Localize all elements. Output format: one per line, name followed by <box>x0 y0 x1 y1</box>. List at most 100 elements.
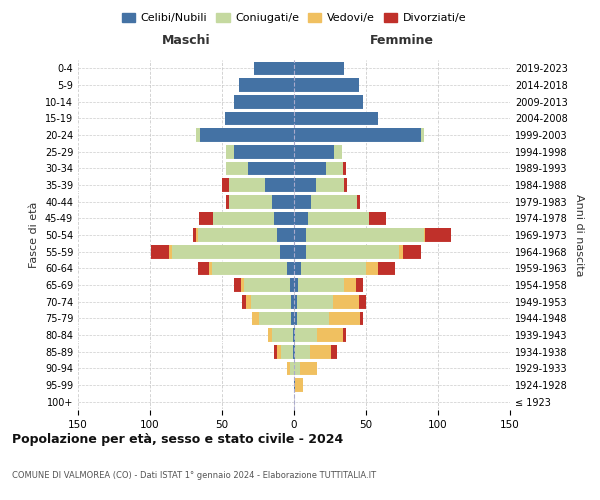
Bar <box>294 312 297 325</box>
Bar <box>272 195 294 208</box>
Text: COMUNE DI VALMOREA (CO) - Dati ISTAT 1° gennaio 2024 - Elaborazione TUTTITALIA.I: COMUNE DI VALMOREA (CO) - Dati ISTAT 1° … <box>12 470 376 480</box>
Bar <box>291 312 294 325</box>
Bar <box>316 178 344 192</box>
Bar <box>294 78 359 92</box>
Bar <box>251 295 291 308</box>
Bar <box>252 312 259 325</box>
Bar <box>317 328 343 342</box>
Bar <box>343 328 346 342</box>
Bar <box>294 145 334 158</box>
Bar <box>172 245 280 258</box>
Bar <box>294 112 377 125</box>
Bar <box>344 278 356 292</box>
Bar <box>399 245 403 258</box>
Bar <box>298 278 344 292</box>
Bar <box>369 212 386 225</box>
Bar <box>366 262 377 275</box>
Bar <box>377 262 395 275</box>
Bar <box>244 278 290 292</box>
Bar <box>294 345 295 358</box>
Y-axis label: Anni di nascita: Anni di nascita <box>574 194 584 276</box>
Bar <box>229 178 265 192</box>
Y-axis label: Fasce di età: Fasce di età <box>29 202 39 268</box>
Bar <box>242 295 247 308</box>
Bar <box>294 212 308 225</box>
Bar <box>277 228 294 242</box>
Bar <box>247 295 251 308</box>
Bar <box>226 145 233 158</box>
Bar <box>333 295 359 308</box>
Bar <box>331 345 337 358</box>
Bar <box>343 162 346 175</box>
Bar <box>151 245 169 258</box>
Bar <box>293 345 294 358</box>
Bar <box>226 195 229 208</box>
Bar <box>294 245 305 258</box>
Bar <box>272 328 293 342</box>
Bar <box>193 228 196 242</box>
Bar <box>197 262 209 275</box>
Bar <box>290 278 294 292</box>
Bar <box>290 362 294 375</box>
Bar <box>294 162 326 175</box>
Bar <box>268 328 272 342</box>
Bar <box>248 162 294 175</box>
Bar <box>274 345 277 358</box>
Bar <box>295 378 302 392</box>
Bar <box>301 262 366 275</box>
Bar <box>360 312 363 325</box>
Bar <box>294 328 295 342</box>
Bar <box>287 362 290 375</box>
Legend: Celibi/Nubili, Coniugati/e, Vedovi/e, Divorziati/e: Celibi/Nubili, Coniugati/e, Vedovi/e, Di… <box>118 8 470 28</box>
Bar <box>421 128 424 142</box>
Bar <box>199 212 214 225</box>
Bar <box>424 228 425 242</box>
Bar <box>277 345 281 358</box>
Bar <box>280 245 294 258</box>
Bar <box>311 195 358 208</box>
Bar <box>295 345 310 358</box>
Bar <box>356 278 363 292</box>
Bar <box>229 195 272 208</box>
Bar <box>344 178 347 192</box>
Bar <box>196 128 200 142</box>
Bar <box>358 195 360 208</box>
Bar <box>196 228 197 242</box>
Bar <box>310 345 331 358</box>
Bar <box>294 178 316 192</box>
Bar <box>281 345 293 358</box>
Bar <box>233 95 294 108</box>
Bar <box>305 245 399 258</box>
Bar <box>294 362 300 375</box>
Bar <box>212 262 287 275</box>
Bar <box>226 162 248 175</box>
Bar <box>294 262 301 275</box>
Bar <box>241 278 244 292</box>
Bar <box>326 162 343 175</box>
Text: Femmine: Femmine <box>370 34 434 46</box>
Bar <box>300 362 317 375</box>
Bar <box>294 278 298 292</box>
Bar <box>209 262 212 275</box>
Bar <box>297 295 333 308</box>
Bar <box>294 295 297 308</box>
Bar <box>239 78 294 92</box>
Bar <box>254 62 294 75</box>
Bar <box>274 212 294 225</box>
Bar <box>294 95 363 108</box>
Bar <box>305 228 424 242</box>
Bar <box>169 245 172 258</box>
Bar <box>295 328 317 342</box>
Bar <box>329 312 360 325</box>
Text: Maschi: Maschi <box>161 34 211 46</box>
Bar <box>214 212 274 225</box>
Bar <box>233 278 241 292</box>
Bar <box>259 312 291 325</box>
Text: Popolazione per età, sesso e stato civile - 2024: Popolazione per età, sesso e stato civil… <box>12 432 343 446</box>
Bar <box>197 228 277 242</box>
Bar <box>293 328 294 342</box>
Bar <box>225 112 294 125</box>
Bar <box>294 228 305 242</box>
Bar <box>294 195 311 208</box>
Bar <box>403 245 421 258</box>
